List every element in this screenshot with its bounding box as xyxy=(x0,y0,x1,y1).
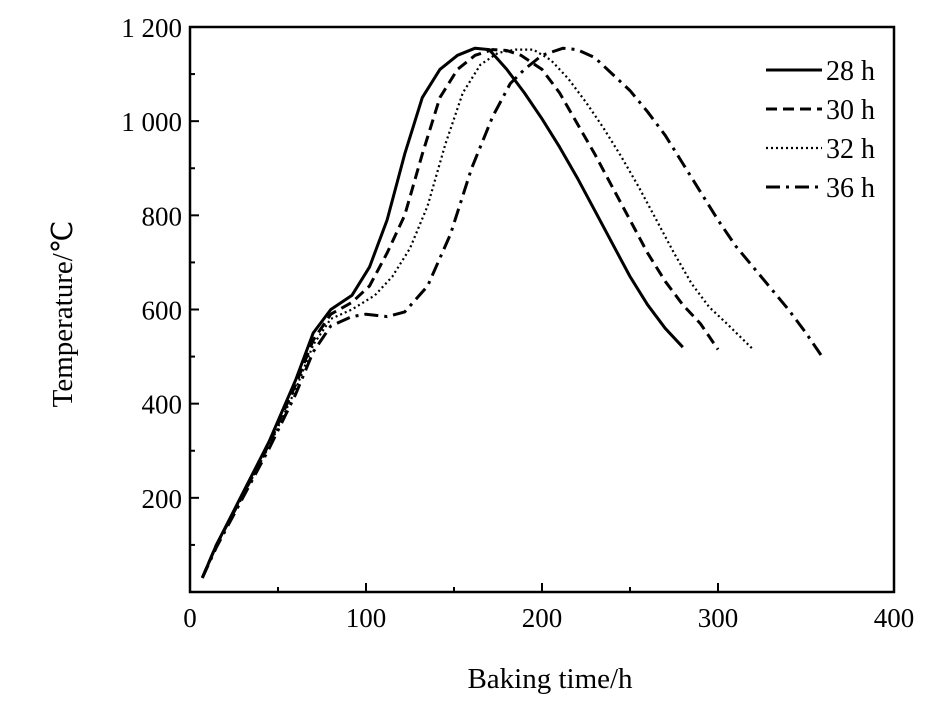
axis-ticks xyxy=(189,26,895,592)
plot-frame xyxy=(188,25,896,594)
y-tick-label: 600 xyxy=(142,296,183,326)
x-tick-label: 100 xyxy=(346,603,387,633)
series-line xyxy=(201,48,754,579)
series-line xyxy=(200,48,720,579)
legend: 28 h 30 h 32 h 36 h xyxy=(766,56,875,204)
y-tick-label: 800 xyxy=(142,201,183,231)
y-tick-label: 1 000 xyxy=(121,107,182,137)
x-tick-label: 300 xyxy=(698,603,739,633)
tick-labels: 0 100 200 300 400 200 400 600 800 1 000 1 200 xyxy=(121,13,914,633)
y-tick-label: 1 200 xyxy=(121,13,182,43)
series-layer xyxy=(200,46,825,579)
legend-label: 32 h xyxy=(826,134,875,165)
y-axis-title: Temperature/℃ xyxy=(47,221,79,408)
x-tick-label: 400 xyxy=(874,603,915,633)
legend-label: 28 h xyxy=(826,56,875,87)
series-line xyxy=(200,46,825,579)
legend-label: 36 h xyxy=(826,173,875,204)
legend-label: 30 h xyxy=(826,95,875,126)
x-tick-label: 0 xyxy=(183,603,197,633)
x-axis-title: Baking time/h xyxy=(467,663,633,695)
x-tick-label: 200 xyxy=(522,603,563,633)
y-tick-label: 200 xyxy=(142,484,183,514)
series-line xyxy=(200,46,684,579)
y-tick-label: 400 xyxy=(142,390,183,420)
